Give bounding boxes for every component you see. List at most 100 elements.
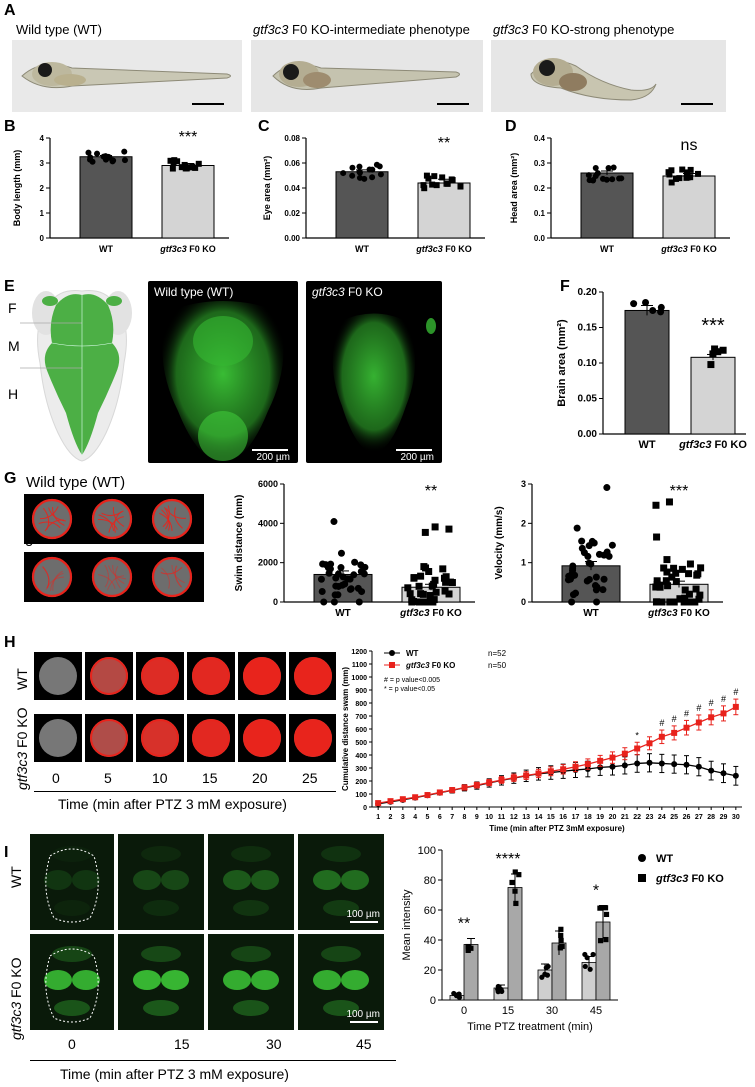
- data-point: [189, 163, 196, 170]
- data-point: [523, 772, 530, 779]
- panel-label-a: A: [4, 2, 16, 19]
- data-point: [695, 170, 702, 177]
- data-point: [387, 798, 394, 805]
- neuron-signal: [52, 946, 92, 962]
- data-point: [516, 872, 522, 878]
- tick-label: 0: [273, 597, 278, 607]
- tick-label: 29: [720, 814, 728, 821]
- data-point: [681, 586, 689, 594]
- data-point: [657, 308, 665, 316]
- data-point: [592, 173, 599, 180]
- well: [92, 499, 132, 539]
- swim-track: [107, 575, 124, 591]
- data-point: [399, 796, 406, 803]
- bar: [161, 165, 215, 239]
- data-point: [590, 177, 597, 184]
- data-point: [573, 524, 581, 532]
- tick-label: 400: [355, 753, 367, 760]
- data-point: [672, 175, 679, 182]
- data-point: [634, 745, 641, 752]
- data-point: [597, 905, 603, 911]
- data-point: [665, 498, 673, 506]
- data-point: [719, 346, 727, 354]
- data-point: [707, 361, 715, 369]
- swim-track: [52, 506, 65, 526]
- chart-velocity: Velocity (mm/s) 0 1 2 3 WT gtf3c3 F0 KO ***: [494, 479, 723, 619]
- data-point: [609, 754, 616, 761]
- series-line: [378, 706, 737, 804]
- data-point: [453, 993, 460, 999]
- swim-track: [42, 566, 50, 589]
- tick-label: 16: [559, 814, 567, 821]
- significance-label: #: [672, 714, 677, 724]
- bar: [79, 156, 133, 239]
- data-point: [678, 565, 686, 573]
- data-point: [442, 578, 450, 586]
- tick-label: 200: [355, 779, 367, 786]
- data-point: [424, 792, 431, 799]
- g-row-wt-title: Wild type (WT): [26, 474, 126, 491]
- swim-track: [90, 657, 128, 695]
- tick-label: 4000: [258, 518, 278, 528]
- data-point: [720, 710, 727, 717]
- micro-frame: [118, 934, 204, 1030]
- data-point: [375, 800, 382, 807]
- micro-frame: [208, 834, 294, 930]
- brain-schematic: [20, 290, 132, 462]
- data-point: [337, 549, 345, 557]
- category-label: gtf3c3 F0 KO: [159, 244, 216, 254]
- chart-swim-distance: Swim distance (mm) 0 2000 4000 6000 WT gtf3c3 …: [234, 479, 475, 619]
- scale-bar-label: 200 µm: [256, 452, 290, 463]
- data-point: [428, 582, 436, 590]
- brain-image-wt-title: Wild type (WT): [154, 285, 234, 299]
- data-point: [591, 581, 599, 589]
- tick-label: 4: [40, 134, 45, 143]
- data-point: [668, 573, 676, 581]
- scale-bar-label: 100 µm: [346, 909, 380, 920]
- data-point: [545, 963, 551, 970]
- data-point: [671, 729, 678, 736]
- data-point: [356, 169, 363, 176]
- bar: [690, 356, 736, 435]
- tick-label: 2: [521, 518, 526, 528]
- tick-label: 0.00: [578, 429, 598, 440]
- tick-label: 24: [658, 814, 666, 821]
- significance-label: #: [721, 694, 726, 704]
- tick-label: 3: [521, 479, 526, 489]
- significance-label: **: [425, 483, 437, 500]
- tick-label: 2: [40, 184, 45, 193]
- tick-label: 1: [40, 209, 45, 218]
- neuron-signal: [341, 870, 369, 890]
- category-label: gtf3c3 F0 KO: [647, 608, 710, 619]
- bar: [662, 175, 716, 239]
- tick-label: 7: [450, 814, 454, 821]
- swim-track: [98, 574, 116, 589]
- data-point: [535, 770, 542, 777]
- data-point: [449, 177, 456, 184]
- y-axis-label: Brain area (mm²): [556, 319, 568, 407]
- swim-track: [114, 566, 121, 589]
- neuron-signal: [54, 1000, 90, 1016]
- time-label: 0: [52, 770, 60, 786]
- data-point: [679, 166, 686, 173]
- neuron-signal: [323, 1000, 359, 1016]
- data-point: [687, 174, 694, 181]
- data-point: [334, 591, 342, 599]
- data-point: [676, 595, 684, 603]
- time-label: 25: [302, 770, 318, 786]
- time-label: 20: [252, 770, 268, 786]
- time-label: 30: [266, 1036, 282, 1052]
- data-point: [584, 761, 591, 768]
- tick-label: 0.04: [284, 184, 300, 193]
- data-point: [355, 598, 363, 606]
- data-point: [668, 179, 675, 186]
- data-point: [318, 587, 326, 595]
- time-label: 10: [152, 770, 168, 786]
- data-point: [621, 762, 628, 769]
- swim-track: [112, 507, 125, 527]
- data-point: [652, 501, 660, 509]
- well: [32, 499, 72, 539]
- h-row-label-wt: WT: [14, 668, 30, 690]
- tick-label: 0.06: [284, 159, 300, 168]
- scale-bar-label: 200 µm: [400, 452, 434, 463]
